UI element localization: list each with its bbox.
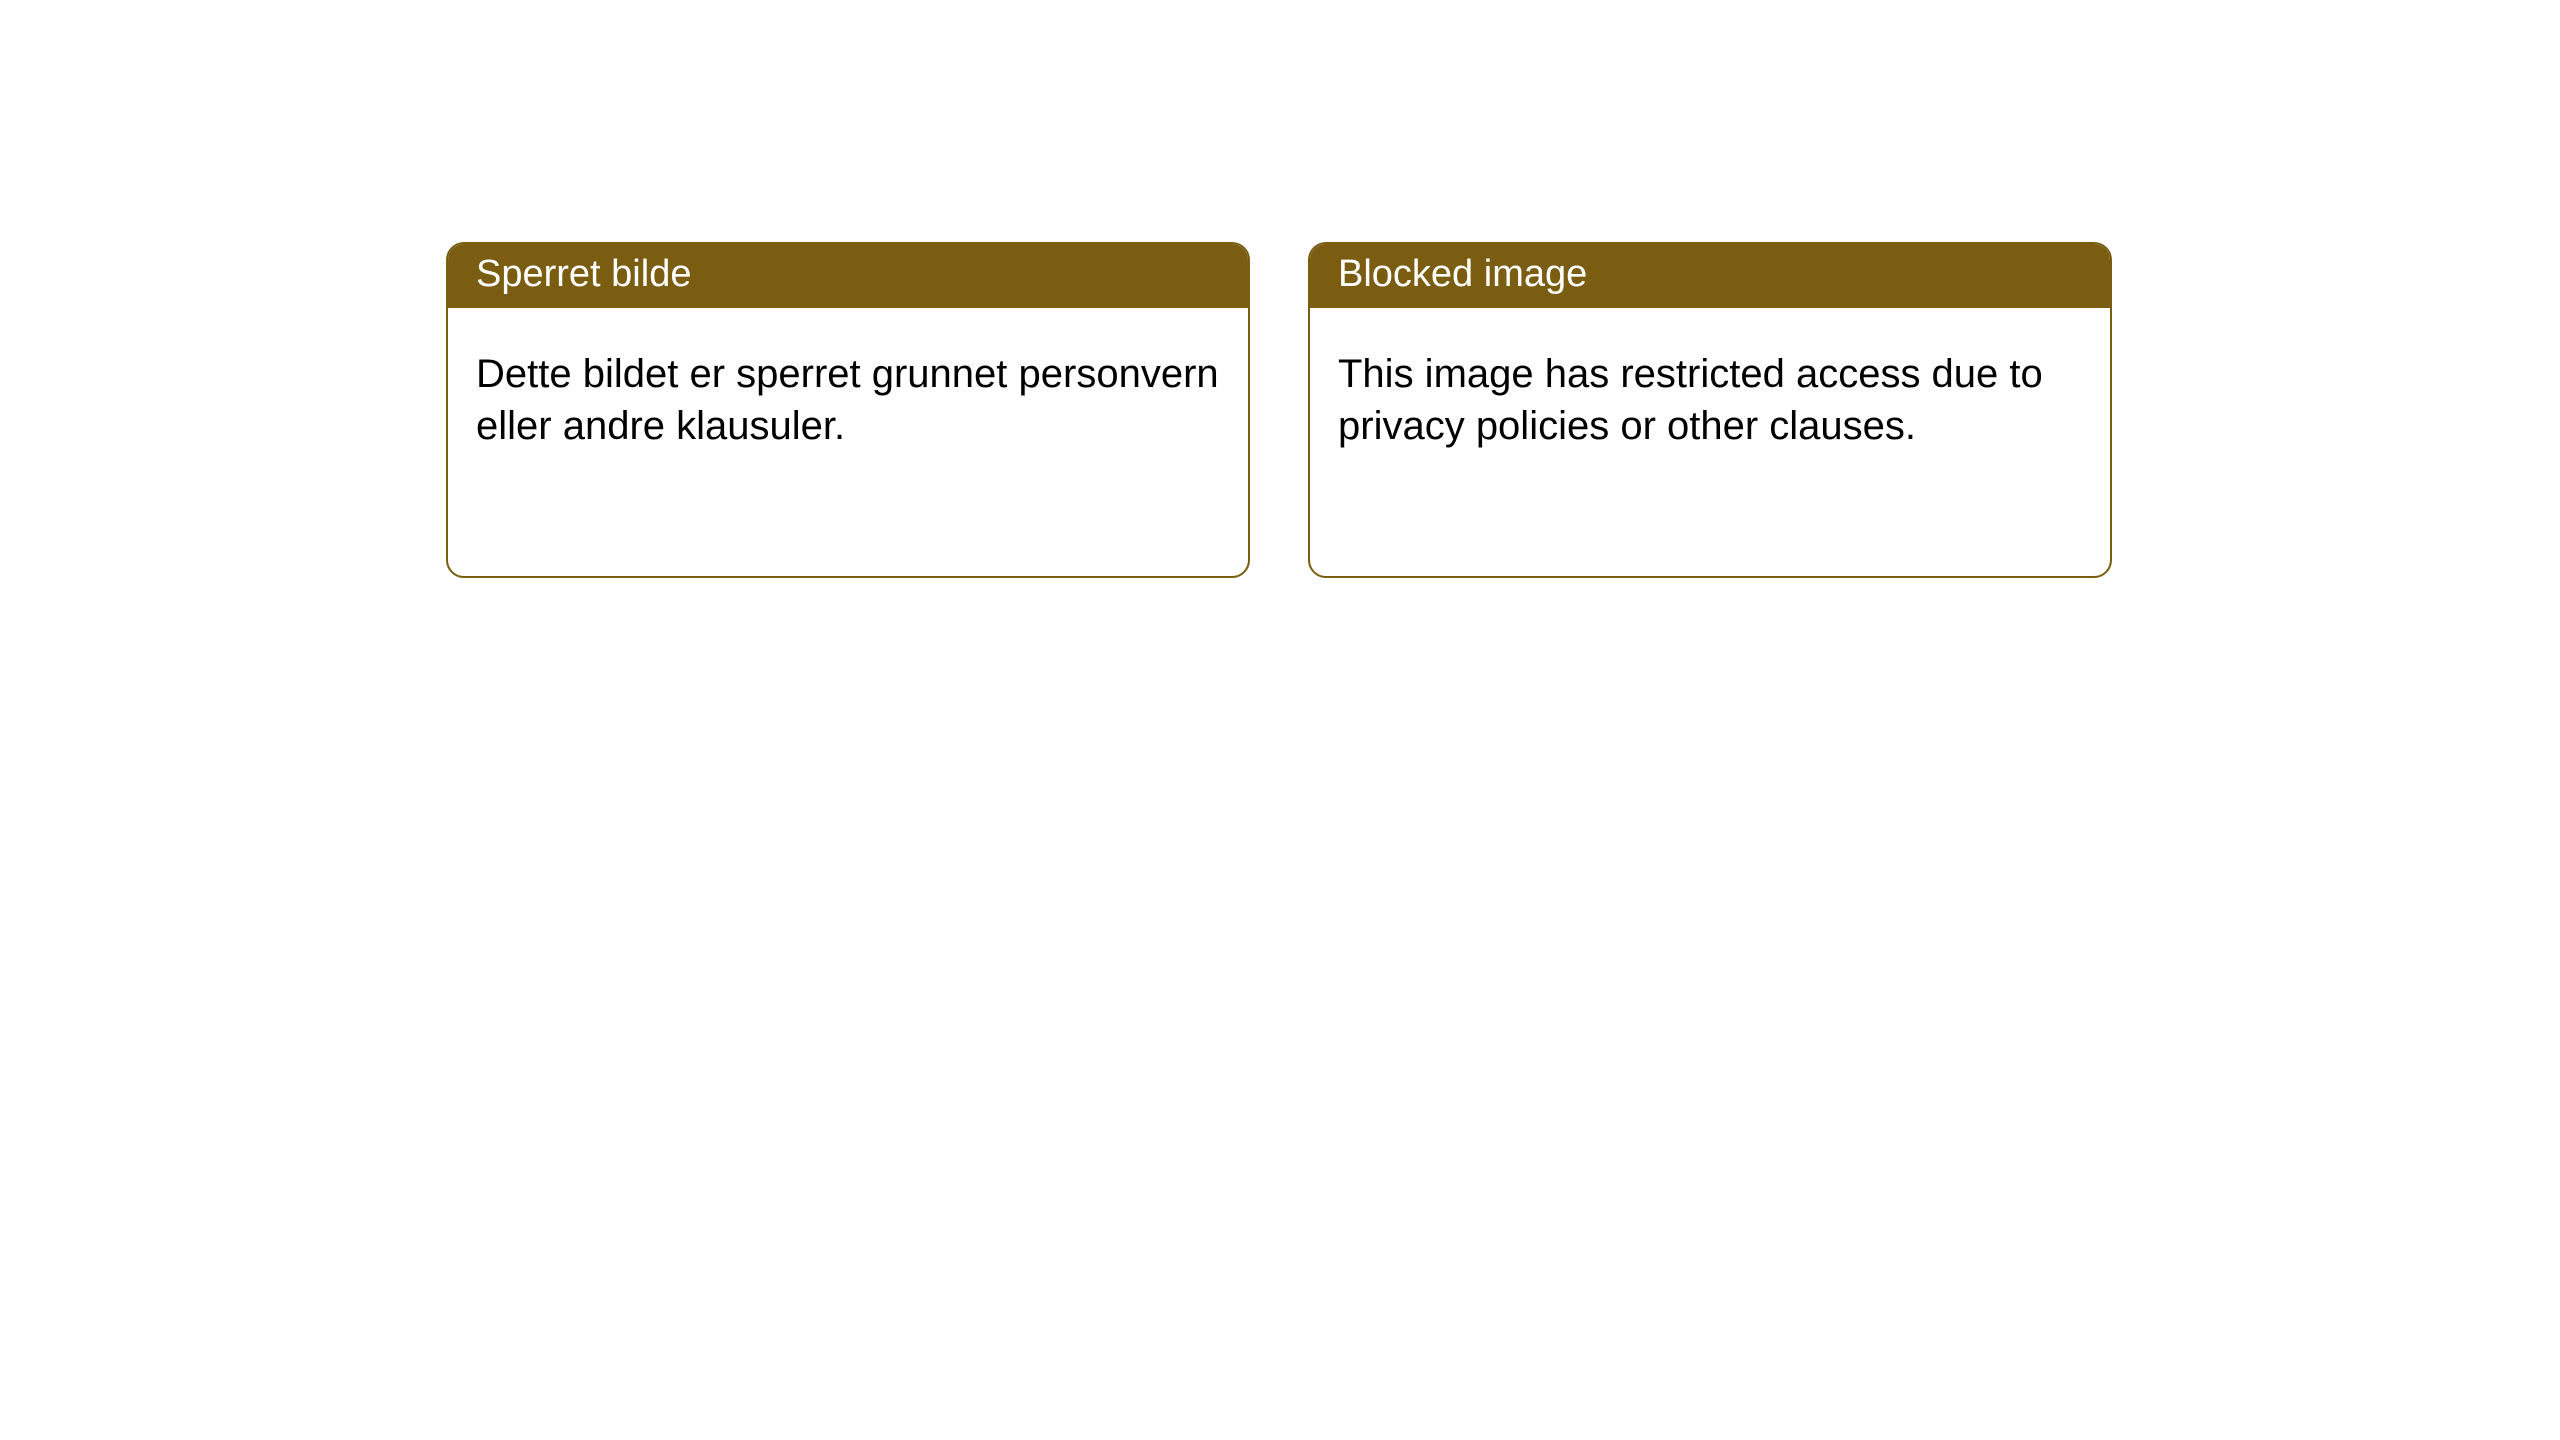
- notice-card-norwegian: Sperret bilde Dette bildet er sperret gr…: [446, 242, 1250, 578]
- notice-card-english: Blocked image This image has restricted …: [1308, 242, 2112, 578]
- notice-container: Sperret bilde Dette bildet er sperret gr…: [0, 0, 2560, 578]
- notice-title-english: Blocked image: [1310, 244, 2110, 308]
- notice-body-english: This image has restricted access due to …: [1310, 308, 2110, 480]
- notice-title-norwegian: Sperret bilde: [448, 244, 1248, 308]
- notice-body-norwegian: Dette bildet er sperret grunnet personve…: [448, 308, 1248, 480]
